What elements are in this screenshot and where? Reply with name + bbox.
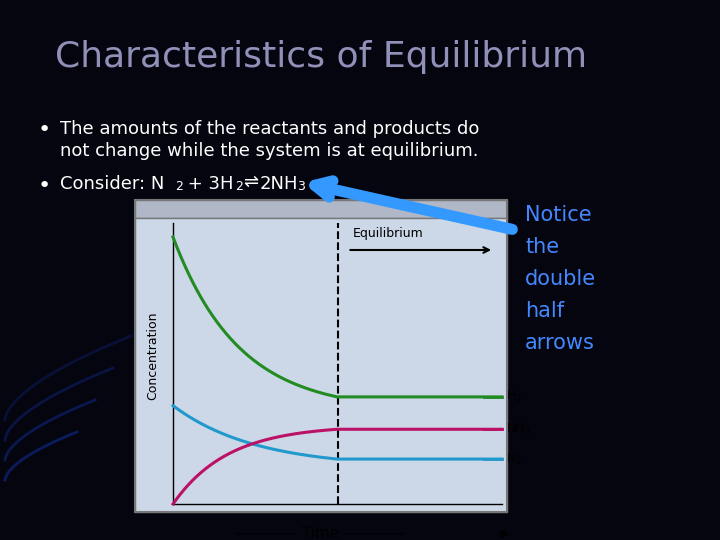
Bar [135, 218, 507, 512]
Text: half: half [525, 301, 564, 321]
Text: + 3H: + 3H [182, 175, 233, 193]
Text: N$_2$: N$_2$ [506, 451, 522, 467]
Text: Characteristics of Equilibrium: Characteristics of Equilibrium [55, 40, 587, 74]
Text: •: • [38, 176, 51, 196]
Text: Notice: Notice [525, 205, 592, 225]
Text: ———— Time ————: ———— Time ———— [236, 526, 405, 540]
Text: 2NH: 2NH [260, 175, 299, 193]
Text: Equilibrium: Equilibrium [353, 227, 423, 240]
Text: •: • [38, 120, 51, 140]
Text: NH$_3$: NH$_3$ [506, 422, 531, 437]
Text: 2: 2 [175, 180, 183, 193]
Bar [135, 200, 507, 512]
Text: H$_2$: H$_2$ [506, 389, 522, 404]
Text: not change while the system is at equilibrium.: not change while the system is at equili… [60, 142, 479, 160]
Bar [135, 200, 507, 218]
Text: arrows: arrows [525, 333, 595, 353]
Text: the: the [525, 237, 559, 257]
Text: ⇌: ⇌ [243, 173, 258, 191]
Text: 3: 3 [297, 180, 305, 193]
Text: Concentration: Concentration [146, 312, 160, 400]
Text: The amounts of the reactants and products do: The amounts of the reactants and product… [60, 120, 480, 138]
Text: double: double [525, 269, 596, 289]
Text: 2: 2 [235, 180, 243, 193]
Text: Consider: N: Consider: N [60, 175, 164, 193]
